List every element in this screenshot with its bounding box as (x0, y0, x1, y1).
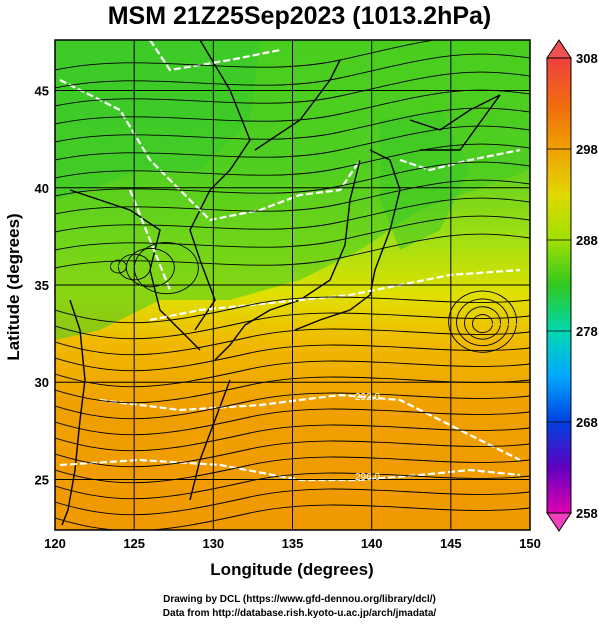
streamline (55, 344, 530, 372)
streamline (448, 290, 517, 353)
streamline (55, 125, 530, 161)
streamline (55, 107, 530, 143)
streamline (55, 472, 530, 500)
colorbar-tick-label: 298 (576, 142, 598, 157)
y-tick-label: 40 (35, 181, 49, 196)
streamline (55, 488, 530, 516)
streamline (55, 392, 530, 420)
streamline (55, 215, 530, 251)
map-title: MSM 21Z25Sep2023 (1013.2hPa) (107, 2, 492, 30)
streamline (55, 233, 530, 269)
streamline (472, 314, 493, 333)
x-tick-labels: 120 125 130 135 140 145 150 (44, 536, 541, 551)
credit-dcl: Drawing by DCL (https://www.gfd-dennou.o… (163, 594, 436, 605)
x-tick-label: 145 (440, 536, 462, 551)
colorbar-tick-label: 268 (576, 415, 598, 430)
streamline (55, 328, 530, 356)
credit-data-source: Data from http://database.rish.kyoto-u.a… (162, 608, 437, 619)
x-tick-label: 150 (519, 536, 541, 551)
streamline (55, 197, 530, 233)
colorbar-bottom-arrow (546, 512, 572, 532)
streamline (55, 161, 530, 197)
x-tick-label: 120 (44, 536, 66, 551)
streamline (456, 298, 509, 347)
streamline (117, 253, 151, 281)
x-axis-label: Longitude (degrees) (210, 560, 373, 579)
streamline (55, 53, 530, 89)
y-tick-label: 25 (35, 472, 49, 487)
x-tick-label: 130 (202, 536, 224, 551)
colorbar: 308 298 288 278 268 258 (546, 39, 598, 532)
streamline (125, 247, 175, 288)
isoline-label: 292.0 (355, 392, 380, 403)
streamline (55, 424, 530, 452)
x-tick-label: 125 (123, 536, 145, 551)
colorbar-tick-label: 278 (576, 324, 598, 339)
y-axis-label: Latitude (degrees) (4, 213, 23, 360)
y-tick-labels: 25 30 35 40 45 (35, 84, 49, 488)
streamline (55, 179, 530, 215)
streamline (55, 296, 530, 324)
coastlines (61, 40, 501, 526)
streamline (464, 306, 501, 340)
streamline (55, 71, 530, 107)
streamline (55, 360, 530, 388)
colorbar-top-arrow (546, 39, 572, 59)
y-tick-label: 30 (35, 375, 49, 390)
streamline (55, 143, 530, 179)
plot-frame (54, 39, 531, 531)
streamline (133, 242, 199, 295)
streamline (55, 408, 530, 436)
streamline (55, 40, 530, 71)
colorbar-bar (546, 57, 572, 514)
y-tick-label: 45 (35, 84, 49, 99)
streamline (55, 440, 530, 468)
streamline (55, 456, 530, 484)
x-tick-label: 140 (361, 536, 383, 551)
colorbar-tick-labels: 308 298 288 278 268 258 (547, 51, 598, 521)
streamline (55, 504, 530, 530)
y-tick-label: 35 (35, 278, 49, 293)
x-tick-label: 135 (282, 536, 304, 551)
colorbar-tick-label: 288 (576, 233, 598, 248)
colorbar-tick-label: 308 (576, 51, 598, 66)
colorbar-tick-label: 258 (576, 506, 598, 521)
isoline-label: 296.0 (355, 472, 380, 483)
